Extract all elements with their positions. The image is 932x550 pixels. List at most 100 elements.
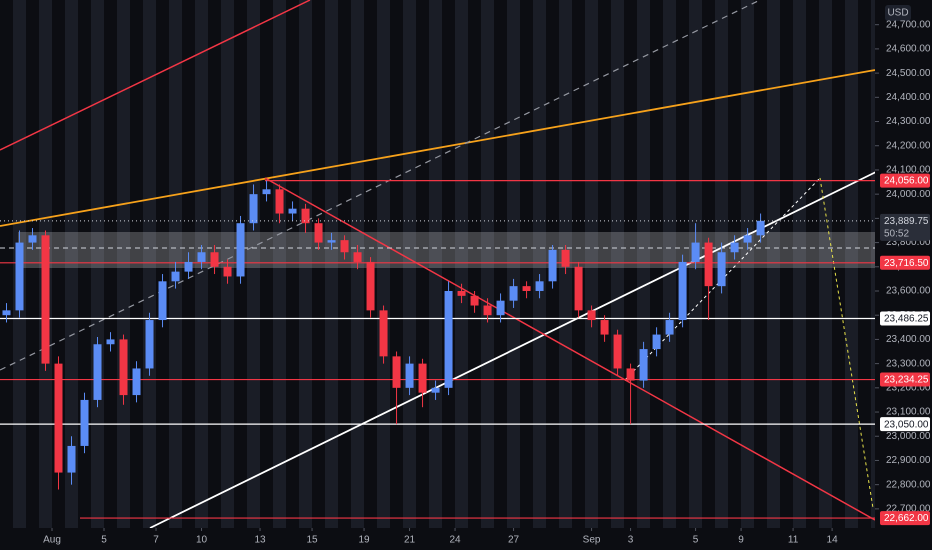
x-tick-label: 27 xyxy=(508,535,520,546)
stripe xyxy=(780,0,793,528)
stripe xyxy=(156,0,169,528)
stripe xyxy=(0,0,13,528)
time-axis-panel xyxy=(0,528,875,550)
x-tick-label: 9 xyxy=(738,535,744,546)
stripe xyxy=(624,0,637,528)
stripe xyxy=(858,0,871,528)
candle-body xyxy=(158,281,167,321)
level-label-box xyxy=(880,311,930,326)
candle-body xyxy=(678,261,687,321)
stripe xyxy=(390,0,403,528)
stripe xyxy=(130,0,143,528)
y-tick-label: 22,700.00 xyxy=(886,504,931,515)
candle-body xyxy=(483,305,492,316)
candle-body xyxy=(522,286,531,291)
candle-body xyxy=(249,194,258,224)
stripe xyxy=(325,0,338,528)
candle-body xyxy=(444,290,453,388)
price-axis-panel xyxy=(875,0,932,550)
stripe xyxy=(143,0,156,528)
candle-body xyxy=(613,334,622,369)
x-tick-label: 5 xyxy=(101,535,107,546)
stripe xyxy=(611,0,624,528)
drawings xyxy=(0,0,881,529)
candle-body xyxy=(28,235,37,243)
y-tick-label: 24,700.00 xyxy=(886,19,931,30)
x-tick-label: 5 xyxy=(693,535,699,546)
stripe xyxy=(429,0,442,528)
candle-body xyxy=(548,249,557,282)
stripe xyxy=(637,0,650,528)
candle-body xyxy=(288,208,297,214)
level-label: 22,662.00 xyxy=(884,513,929,524)
candle-body xyxy=(106,339,115,345)
stripe xyxy=(819,0,832,528)
candle-body xyxy=(392,356,401,388)
candle-body xyxy=(509,286,518,301)
x-tick-label: 21 xyxy=(404,535,416,546)
stripe xyxy=(806,0,819,528)
candle-body xyxy=(704,242,713,287)
candle-body xyxy=(691,242,700,262)
currency-box[interactable] xyxy=(885,5,911,21)
stripe xyxy=(663,0,676,528)
stripe xyxy=(481,0,494,528)
trend-line xyxy=(0,0,761,371)
y-tick-label: 23,200.00 xyxy=(886,382,931,393)
candle-body xyxy=(535,281,544,291)
candle-body xyxy=(41,235,50,364)
stripe xyxy=(299,0,312,528)
x-tick-label: 19 xyxy=(358,535,370,546)
stripe xyxy=(585,0,598,528)
candle-body xyxy=(145,320,154,369)
stripe xyxy=(845,0,858,528)
stripe xyxy=(104,0,117,528)
stripe xyxy=(273,0,286,528)
stripe xyxy=(598,0,611,528)
candle-body xyxy=(132,368,141,396)
level-label: 23,050.00 xyxy=(884,419,929,430)
level-label-box xyxy=(880,511,930,526)
candle-body xyxy=(327,240,336,243)
stripe xyxy=(247,0,260,528)
x-tick-label: 7 xyxy=(153,535,159,546)
candle-body xyxy=(67,445,76,473)
stripe xyxy=(260,0,273,528)
x-tick-label: Aug xyxy=(43,535,61,546)
candle-body xyxy=(275,189,284,214)
stripe xyxy=(507,0,520,528)
candle-body xyxy=(600,320,609,335)
candle-body xyxy=(561,249,570,267)
candle-body xyxy=(574,266,583,311)
candle-body xyxy=(496,300,505,316)
candle-body xyxy=(743,235,752,243)
candle-body xyxy=(587,310,596,321)
y-tick-label: 22,800.00 xyxy=(886,479,931,490)
current-price-label: 23,889.75 xyxy=(884,216,929,227)
candle-body xyxy=(366,261,375,311)
y-tick-label: 24,000.00 xyxy=(886,189,931,200)
stripe xyxy=(65,0,78,528)
candle-body xyxy=(93,344,102,400)
y-tick-label: 24,600.00 xyxy=(886,44,931,55)
candle-body xyxy=(2,310,11,316)
x-tick-label: 13 xyxy=(254,535,266,546)
stripe xyxy=(312,0,325,528)
candle-body xyxy=(730,242,739,253)
level-label: 23,234.25 xyxy=(884,375,929,386)
candle-body xyxy=(431,387,440,393)
candle-body xyxy=(80,399,89,446)
candle-body xyxy=(15,242,24,311)
candle-body xyxy=(262,189,271,195)
candle-body xyxy=(119,339,128,396)
candle-body xyxy=(236,223,245,277)
y-tick-label: 23,800.00 xyxy=(886,237,931,248)
currency[interactable]: USD xyxy=(887,8,908,19)
projection-line xyxy=(819,177,874,509)
candle-body xyxy=(457,290,466,296)
stripe xyxy=(741,0,754,528)
candle-body xyxy=(639,349,648,381)
y-tick-label: 24,100.00 xyxy=(886,165,931,176)
x-tick-label: 11 xyxy=(788,535,799,546)
